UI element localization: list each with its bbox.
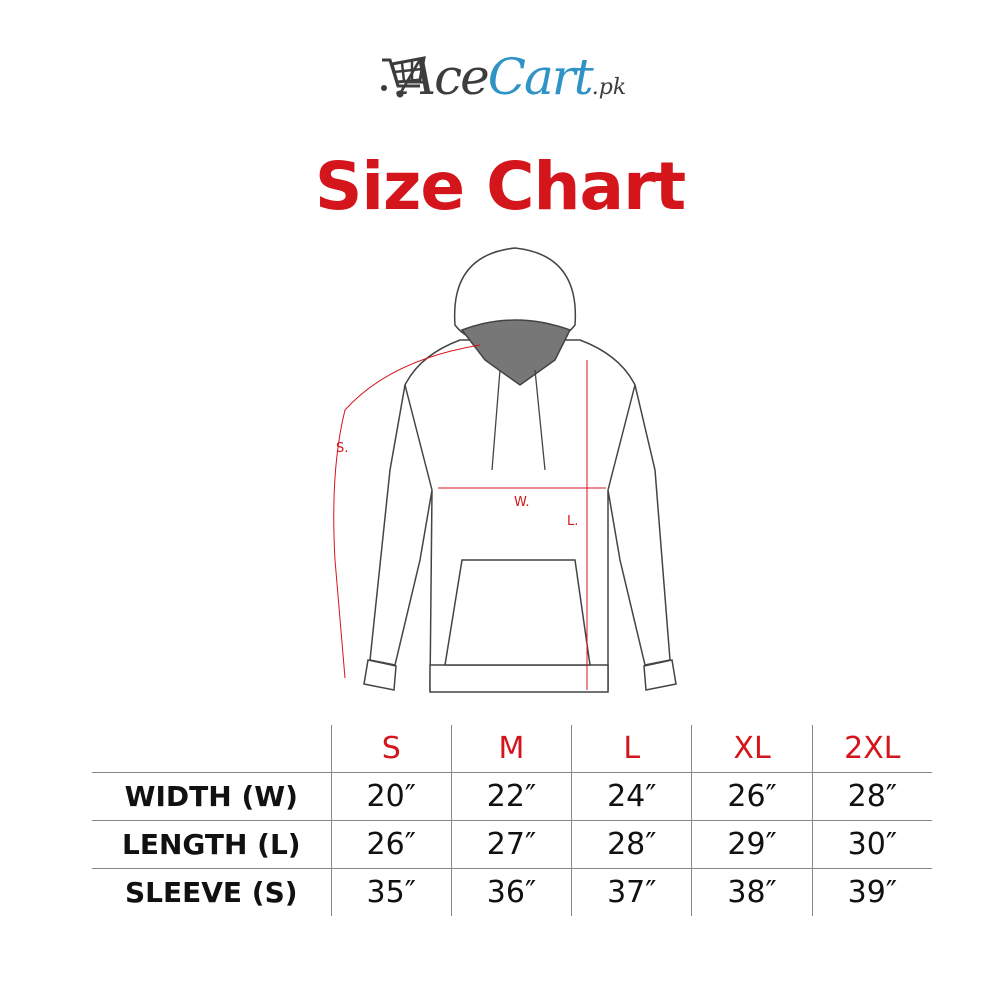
table-cell: 20″	[330, 773, 451, 820]
table-cell: 24″	[571, 773, 691, 820]
length-label: L.	[567, 514, 578, 529]
acecart-logo: AceCart.pk	[380, 48, 660, 118]
table-cell: 36″	[450, 869, 571, 916]
corner-cell	[92, 725, 331, 772]
size-header: 2XL	[811, 725, 932, 772]
table-row: SLEEVE (S) 35″ 36″ 37″ 38″ 39″	[92, 869, 932, 916]
table-cell: 38″	[691, 869, 811, 916]
logo-pk: .pk	[591, 75, 627, 100]
logo-text: AceCart.pk	[400, 48, 626, 106]
sleeve-label: S.	[336, 441, 348, 456]
table-cell: 26″	[330, 821, 451, 868]
size-header: XL	[691, 725, 811, 772]
logo-cart: Cart	[487, 48, 594, 106]
table-cell: 39″	[811, 869, 932, 916]
shopping-cart-icon	[381, 56, 426, 98]
table-cell: 28″	[811, 773, 932, 820]
table-cell: 22″	[450, 773, 571, 820]
row-label: WIDTH (W)	[124, 780, 298, 813]
width-label: W.	[514, 495, 530, 510]
row-label: LENGTH (L)	[121, 828, 301, 861]
size-header: S	[330, 725, 451, 772]
table-cell: 35″	[330, 869, 451, 916]
page-title: Size Chart	[314, 148, 686, 225]
hoodie-diagram: S. W. L.	[333, 247, 677, 693]
size-header: L	[571, 725, 691, 772]
table-cell: 29″	[691, 821, 811, 868]
table-cell: 30″	[811, 821, 932, 868]
table-header-row: S M L XL 2XL	[92, 725, 932, 773]
size-table: S M L XL 2XL WIDTH (W) 20″ 22″ 24″ 26″ 2…	[92, 725, 932, 916]
logo-ace: Ace	[400, 48, 490, 106]
table-row: WIDTH (W) 20″ 22″ 24″ 26″ 28″	[92, 773, 932, 821]
row-label: SLEEVE (S)	[125, 876, 298, 909]
table-cell: 26″	[691, 773, 811, 820]
table-row: LENGTH (L) 26″ 27″ 28″ 29″ 30″	[92, 821, 932, 869]
table-cell: 27″	[450, 821, 571, 868]
table-cell: 37″	[571, 869, 691, 916]
table-cell: 28″	[571, 821, 691, 868]
size-header: M	[450, 725, 571, 772]
